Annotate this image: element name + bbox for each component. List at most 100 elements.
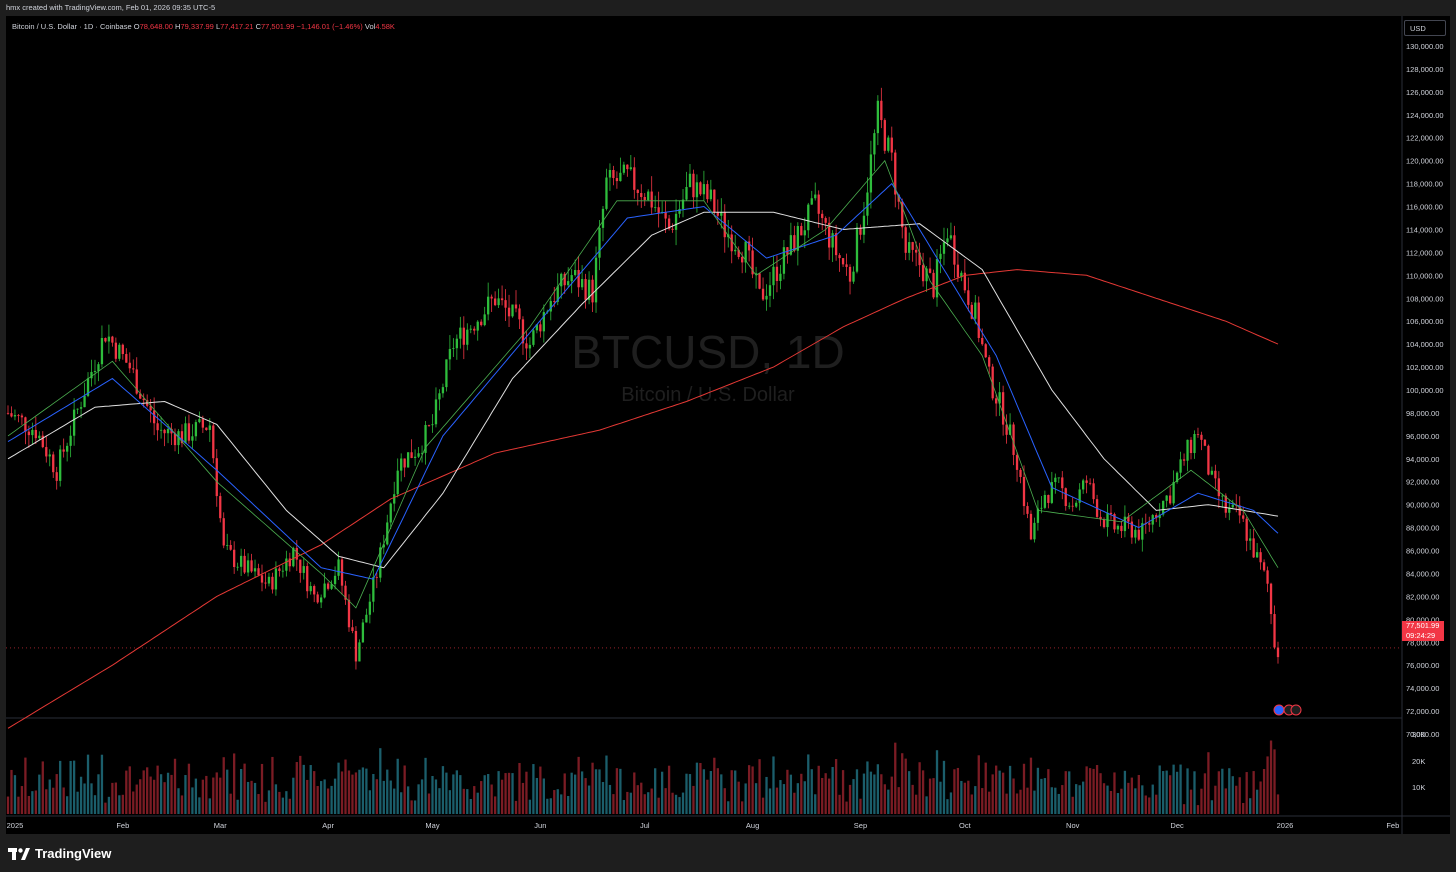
price-tick-label: 116,000.00 [1406, 203, 1443, 212]
volume-bar [622, 800, 626, 814]
volume-bar [1054, 787, 1057, 814]
volume-bar [720, 774, 723, 814]
volume-bar [320, 781, 323, 814]
volume-bar [309, 765, 312, 814]
candle-body [125, 354, 128, 363]
tradingview-logo[interactable]: TradingView [8, 846, 111, 861]
volume-bar [427, 793, 431, 814]
volume-bar [761, 797, 765, 814]
volume-bar [243, 763, 246, 814]
volume-bar [789, 774, 793, 814]
volume-bar [66, 796, 69, 814]
candle-body [1071, 505, 1074, 507]
volume-bar [177, 788, 180, 814]
candle-body [556, 286, 559, 302]
candle-body [789, 235, 793, 255]
volume-bar [163, 782, 166, 814]
volume-bar [953, 769, 956, 814]
volume-bar [1026, 787, 1029, 814]
volume-bar [285, 791, 288, 814]
candle-body [1116, 525, 1120, 530]
candle-body [76, 408, 79, 410]
volume-bar [271, 756, 274, 814]
candle-body [1196, 434, 1200, 435]
candle-body [48, 454, 51, 457]
volume-bar [608, 784, 612, 814]
candle-body [720, 212, 723, 216]
candle-body [1165, 495, 1168, 501]
candle-body [246, 560, 250, 573]
volume-bar [1162, 771, 1165, 814]
volume-bar [716, 768, 719, 814]
volume-bar [299, 755, 302, 814]
volume-bar [72, 760, 76, 814]
volume-bar [1116, 793, 1120, 814]
volume-bar [187, 763, 191, 814]
candle-body [1158, 514, 1161, 519]
volume-bar [493, 796, 497, 814]
candle-body [132, 368, 135, 370]
volume-bar [86, 754, 90, 814]
candle-body [159, 429, 163, 431]
price-tick-label: 106,000.00 [1406, 317, 1444, 326]
candle-body [594, 257, 598, 303]
candle-body [918, 252, 921, 266]
candle-body [901, 201, 904, 228]
volume-bar [274, 784, 278, 814]
candle-body [678, 208, 681, 214]
candle-body [775, 266, 779, 282]
candle-body [914, 249, 918, 253]
candle-body [149, 405, 152, 411]
candle-body [152, 410, 156, 424]
volume-bar [462, 788, 465, 814]
candle-body [1134, 529, 1137, 538]
candle-body [403, 458, 406, 468]
volume-bar [38, 774, 41, 814]
volume-bar [1255, 789, 1259, 814]
candle-body [828, 222, 831, 248]
candle-body [636, 189, 639, 194]
price-tick-label: 100,000.00 [1406, 386, 1444, 395]
volume-bar [379, 748, 382, 814]
volume-bar [1238, 777, 1241, 814]
candle-body [243, 555, 246, 573]
volume-bar [594, 769, 598, 814]
volume-bar [629, 792, 632, 814]
candle-body [751, 250, 754, 275]
volume-bar [768, 788, 772, 814]
candle-body [650, 191, 653, 208]
candle-body [688, 173, 692, 187]
volume-bar [93, 795, 97, 814]
currency-button[interactable]: USD [1404, 20, 1446, 36]
candle-body [821, 213, 824, 219]
volume-bar [393, 788, 396, 814]
volume-bar [1207, 752, 1210, 814]
candle-body [24, 417, 27, 432]
candle-body [441, 387, 445, 394]
candle-body [908, 242, 911, 253]
volume-bar [1092, 768, 1095, 814]
volume-bar [946, 799, 949, 814]
volume-bar [445, 772, 448, 814]
candle-body [626, 164, 629, 170]
volume-bar [386, 769, 389, 814]
candle-body [239, 555, 243, 567]
volume-bar [55, 774, 58, 814]
candle-body [681, 199, 685, 209]
volume-bar [567, 795, 570, 814]
volume-bar [497, 771, 500, 814]
volume-bar [1022, 763, 1026, 814]
chart-area[interactable]: BTCUSD, 1D Bitcoin / U.S. Dollar 130,000.0… [6, 16, 1450, 834]
volume-bar [1137, 774, 1140, 814]
volume-bar [546, 798, 549, 814]
price-chart[interactable]: BTCUSD, 1D Bitcoin / U.S. Dollar 130,000.0… [6, 16, 1450, 834]
volume-bar [521, 782, 525, 814]
price-tick-label: 94,000.00 [1406, 455, 1439, 464]
candle-body [69, 435, 72, 446]
volume-bar [831, 767, 834, 814]
candle-body [587, 279, 591, 300]
volume-bar [170, 774, 173, 814]
candle-body [6, 412, 10, 414]
candle-body [1008, 424, 1012, 435]
candle-body [664, 211, 667, 219]
